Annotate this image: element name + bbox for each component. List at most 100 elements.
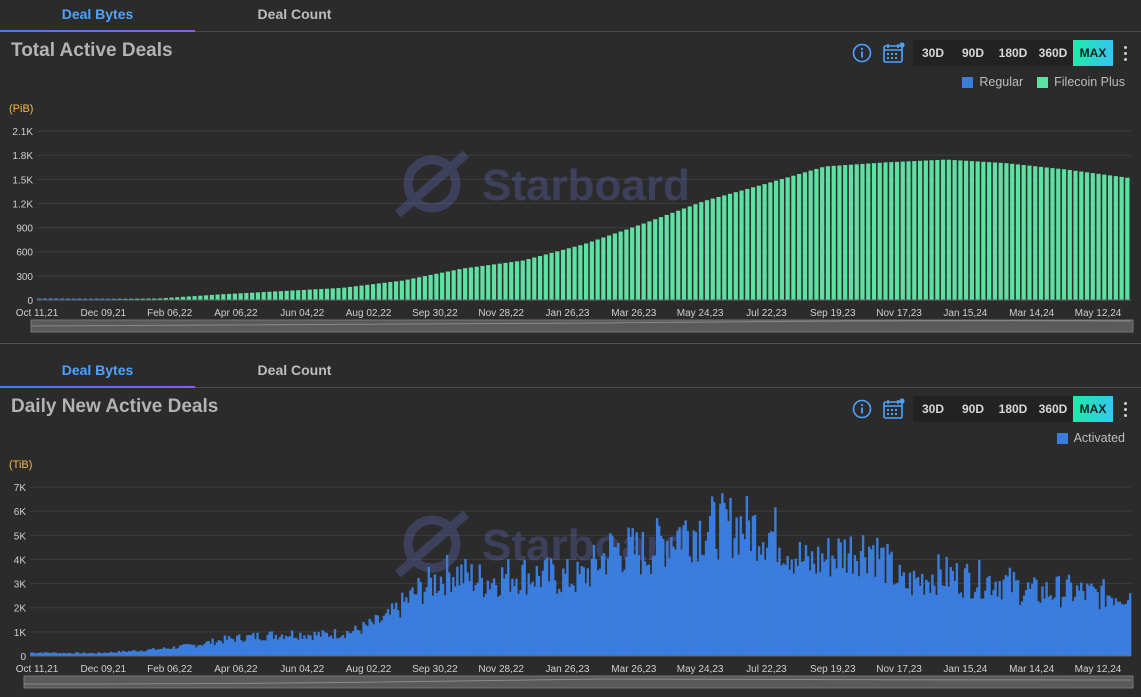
bar-filecoin-plus[interactable] <box>273 291 278 300</box>
bar-filecoin-plus[interactable] <box>1073 170 1078 300</box>
bar-filecoin-plus[interactable] <box>791 175 796 300</box>
bar-activated[interactable] <box>437 590 441 656</box>
bar-activated[interactable] <box>782 563 785 656</box>
bar-filecoin-plus[interactable] <box>981 161 986 300</box>
bar-regular[interactable] <box>48 298 53 300</box>
bar-filecoin-plus[interactable] <box>347 286 353 300</box>
bar-activated[interactable] <box>431 595 435 656</box>
bar-activated[interactable] <box>829 576 832 656</box>
bar-activated[interactable] <box>547 581 551 656</box>
bar-activated[interactable] <box>358 630 361 656</box>
bar-filecoin-plus[interactable] <box>336 288 341 300</box>
bar-filecoin-plus[interactable] <box>140 298 145 300</box>
bar-filecoin-plus[interactable] <box>900 161 905 300</box>
bar-filecoin-plus[interactable] <box>722 195 727 300</box>
bar-activated[interactable] <box>888 554 891 656</box>
bar-activated[interactable] <box>537 576 541 656</box>
bar-filecoin-plus[interactable] <box>670 212 675 300</box>
bar-activated[interactable] <box>853 555 857 656</box>
bar-activated[interactable] <box>588 586 592 656</box>
bar-activated[interactable] <box>568 586 571 656</box>
bar-regular[interactable] <box>54 298 59 300</box>
bar-activated[interactable] <box>916 577 920 656</box>
bar-activated[interactable] <box>78 653 82 656</box>
bar-activated[interactable] <box>770 531 773 656</box>
bar-filecoin-plus[interactable] <box>1044 167 1049 300</box>
bar-filecoin-plus[interactable] <box>952 160 957 300</box>
bar-activated[interactable] <box>994 581 997 656</box>
bar-activated[interactable] <box>768 532 771 656</box>
bar-activated[interactable] <box>341 635 345 656</box>
bar-activated[interactable] <box>54 652 57 656</box>
bar-activated[interactable] <box>307 634 310 656</box>
bar-filecoin-plus[interactable] <box>1119 176 1124 300</box>
bar-filecoin-plus[interactable] <box>399 280 404 300</box>
bar-activated[interactable] <box>127 651 131 656</box>
bar-activated[interactable] <box>1094 588 1097 656</box>
bar-activated[interactable] <box>152 647 155 656</box>
bar-activated[interactable] <box>615 547 618 656</box>
bar-filecoin-plus[interactable] <box>514 261 520 300</box>
bar-filecoin-plus[interactable] <box>203 295 209 300</box>
bar-filecoin-plus[interactable] <box>393 281 399 300</box>
bar-activated[interactable] <box>372 624 375 656</box>
bar-filecoin-plus[interactable] <box>779 179 784 300</box>
bar-filecoin-plus[interactable] <box>134 298 140 300</box>
bar-filecoin-plus[interactable] <box>1067 170 1072 300</box>
bar-activated[interactable] <box>311 640 314 656</box>
bar-activated[interactable] <box>704 540 708 656</box>
bar-activated[interactable] <box>668 558 671 656</box>
bar-filecoin-plus[interactable] <box>837 165 842 300</box>
bar-activated[interactable] <box>168 648 172 656</box>
bar-filecoin-plus[interactable] <box>1050 168 1055 300</box>
bar-activated[interactable] <box>519 590 522 656</box>
bar-filecoin-plus[interactable] <box>641 223 646 300</box>
bar-activated[interactable] <box>609 533 612 656</box>
bar-filecoin-plus[interactable] <box>624 229 629 300</box>
bar-activated[interactable] <box>405 597 408 656</box>
legend-item-filecoin-plus[interactable]: Filecoin Plus <box>1037 75 1125 89</box>
bar-filecoin-plus[interactable] <box>296 290 301 300</box>
bar-activated[interactable] <box>295 637 298 656</box>
bar-activated[interactable] <box>976 587 979 656</box>
bar-activated[interactable] <box>201 645 204 656</box>
bar-activated[interactable] <box>268 631 271 656</box>
legend-item-activated[interactable]: Activated <box>1056 431 1125 445</box>
bar-activated[interactable] <box>564 574 567 656</box>
bar-filecoin-plus[interactable] <box>353 286 358 300</box>
bar-activated[interactable] <box>1047 596 1050 656</box>
bar-activated[interactable] <box>745 496 749 656</box>
bar-regular[interactable] <box>71 298 76 300</box>
bar-activated[interactable] <box>637 555 640 656</box>
bar-filecoin-plus[interactable] <box>278 291 284 300</box>
bar-activated[interactable] <box>280 634 284 656</box>
bar-filecoin-plus[interactable] <box>520 260 525 300</box>
bar-activated[interactable] <box>272 638 276 656</box>
bar-activated[interactable] <box>315 635 318 656</box>
bar-activated[interactable] <box>817 546 820 656</box>
bar-filecoin-plus[interactable] <box>607 235 612 301</box>
bar-activated[interactable] <box>435 593 439 656</box>
bar-activated[interactable] <box>814 573 818 656</box>
bar-activated[interactable] <box>474 584 477 656</box>
bar-activated[interactable] <box>258 639 261 656</box>
bar-activated[interactable] <box>125 652 129 656</box>
bar-activated[interactable] <box>242 642 245 656</box>
bar-activated[interactable] <box>48 652 51 656</box>
bar-filecoin-plus[interactable] <box>497 263 502 300</box>
bar-activated[interactable] <box>967 572 971 656</box>
bar-activated[interactable] <box>452 577 455 656</box>
bar-activated[interactable] <box>401 592 404 656</box>
bar-activated[interactable] <box>1069 582 1073 656</box>
bar-activated[interactable] <box>370 621 373 656</box>
bar-activated[interactable] <box>34 653 37 656</box>
bar-activated[interactable] <box>951 570 954 656</box>
range-360d-button[interactable]: 360D <box>1038 46 1068 60</box>
bar-activated[interactable] <box>329 635 333 656</box>
bar-activated[interactable] <box>80 653 84 656</box>
bar-filecoin-plus[interactable] <box>451 270 456 300</box>
bar-activated[interactable] <box>666 540 669 656</box>
bar-activated[interactable] <box>1100 585 1103 656</box>
bar-activated[interactable] <box>837 538 840 656</box>
bar-activated[interactable] <box>411 587 414 656</box>
